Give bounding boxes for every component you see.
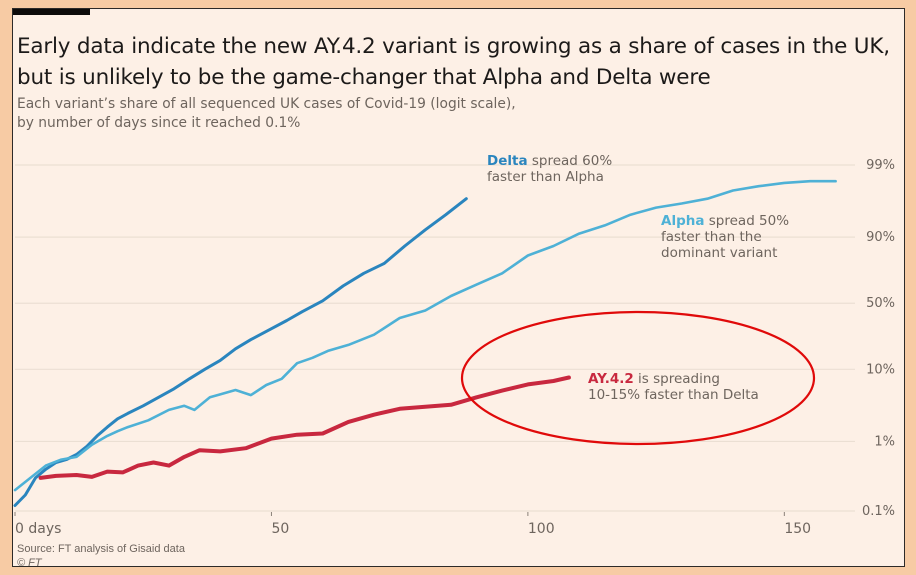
series-line-delta	[13, 197, 468, 507]
y-tick-label: 90%	[866, 230, 895, 245]
ay42-annotation-bold: AY.4.2	[588, 371, 634, 387]
alpha-annotation-line2: faster than the	[661, 229, 762, 245]
alpha-annotation-line3: dominant variant	[661, 245, 777, 261]
ay42-annotation-line1: AY.4.2 is spreading	[588, 371, 720, 387]
alpha-annotation-bold: Alpha	[661, 213, 704, 229]
line-chart: 0 days 50 100 150 0.1% 1% 10% 50% 90% 99% Delta …	[13, 153, 895, 537]
copyright: © FT	[17, 557, 42, 569]
y-tick-label: 0.1%	[862, 504, 895, 519]
chart-subtitle: Each variant’s share of all sequenced UK…	[17, 95, 717, 133]
chart-panel: Early data indicate the new AY.4.2 varia…	[12, 8, 905, 569]
delta-annotation-bold: Delta	[487, 153, 528, 169]
annotations: Delta spread 60% faster than Alpha Alpha…	[460, 153, 816, 446]
x-tick-label: 150	[784, 521, 811, 537]
delta-annotation-line2: faster than Alpha	[487, 169, 604, 185]
source-note: Source: FT analysis of Gisaid data	[17, 543, 185, 555]
x-tick-label: 50	[271, 521, 289, 537]
x-axis: 0 days 50 100 150	[14, 512, 811, 537]
chart-title: Early data indicate the new AY.4.2 varia…	[17, 34, 890, 90]
series-line-alpha	[13, 179, 837, 492]
ay42-annotation-line2: 10-15% faster than Delta	[588, 387, 759, 403]
series-line-ay42	[38, 375, 571, 480]
y-tick-label: 50%	[866, 296, 895, 311]
delta-annotation-line1: Delta spread 60%	[487, 153, 612, 169]
series-lines	[13, 179, 837, 507]
ay42-annotation-text1: is spreading	[634, 371, 720, 387]
y-tick-label: 10%	[866, 362, 895, 377]
highlight-ellipse	[460, 310, 816, 446]
y-tick-label: 1%	[874, 434, 895, 449]
y-axis: 0.1% 1% 10% 50% 90% 99%	[862, 158, 895, 519]
alpha-annotation-line1: Alpha spread 50%	[661, 213, 789, 229]
x-tick-label: 0 days	[15, 521, 61, 537]
x-tick-label: 100	[528, 521, 555, 537]
alpha-annotation-text1: spread 50%	[704, 213, 789, 229]
subtitle-line-1: Each variant’s share of all sequenced UK…	[17, 96, 516, 112]
gridlines	[15, 164, 855, 512]
subtitle-line-2: by number of days since it reached 0.1%	[17, 115, 301, 131]
delta-annotation-text1: spread 60%	[528, 153, 613, 169]
ft-top-bar	[13, 9, 90, 15]
y-tick-label: 99%	[866, 158, 895, 173]
